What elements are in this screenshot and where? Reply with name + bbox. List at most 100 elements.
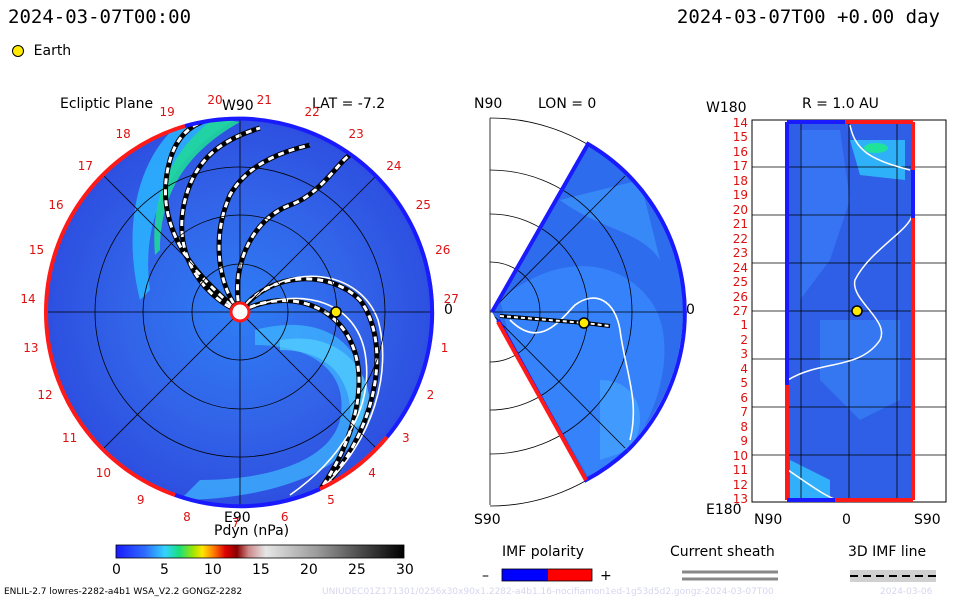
radial-row-label: 16 xyxy=(732,144,748,159)
radial-row-label: 1 xyxy=(740,318,748,333)
imf-polarity-positive xyxy=(548,569,592,581)
carrington-day-label: 1 xyxy=(440,340,449,355)
radial-n90: N90 xyxy=(754,512,783,528)
meridional-s90: S90 xyxy=(474,512,501,528)
earth-legend-label: Earth xyxy=(33,43,72,59)
radial-row-label: 2 xyxy=(740,332,748,347)
carrington-day-label: 22 xyxy=(304,104,320,119)
carrington-day-label: 14 xyxy=(20,291,36,306)
imf-minus: – xyxy=(482,568,489,584)
carrington-day-label: 8 xyxy=(183,510,191,525)
sun-icon xyxy=(229,301,251,323)
ecliptic-w90: W90 xyxy=(222,98,254,114)
colorbar-tick-label: 15 xyxy=(252,562,270,578)
current-sheath-label: Current sheath xyxy=(670,544,775,560)
carrington-day-label: 20 xyxy=(207,93,223,108)
carrington-day-label: 3 xyxy=(402,430,410,445)
carrington-day-label: 13 xyxy=(23,340,39,355)
datetime-right: 2024-03-07T00 +0.00 day xyxy=(676,6,940,28)
run-id: UNIUDEC01Z171301/0256x30x90x1.2282-a4b1.… xyxy=(322,587,774,597)
carrington-day-label: 23 xyxy=(348,126,364,141)
radial-row-label: 7 xyxy=(740,405,748,420)
radial-plot xyxy=(751,119,947,503)
carrington-day-label: 17 xyxy=(77,158,94,173)
carrington-day-label: 15 xyxy=(28,243,45,258)
colorbar-tick-label: 10 xyxy=(204,562,222,578)
meridional-zero: 0 xyxy=(686,302,695,318)
colorbar-tick-label: 0 xyxy=(112,562,121,578)
carrington-day-label: 24 xyxy=(386,158,402,173)
imf-polarity-label: IMF polarity xyxy=(502,544,585,560)
radial-row-label: 15 xyxy=(732,130,748,145)
colorbar-tick-label: 20 xyxy=(300,562,318,578)
model-info: ENLIL-2.7 lowres-2282-a4b1 WSA_V2.2 GONG… xyxy=(4,587,243,597)
radial-row-label: 20 xyxy=(732,202,748,217)
ecliptic-title: Ecliptic Plane xyxy=(60,96,154,112)
radial-w180: W180 xyxy=(706,100,747,116)
imf-line-label: 3D IMF line xyxy=(848,544,927,560)
radial-row-label: 3 xyxy=(740,347,748,362)
radial-row-label: 5 xyxy=(740,376,748,391)
carrington-day-label: 21 xyxy=(256,93,272,108)
meridional-plot xyxy=(489,117,688,507)
radial-row-label: 22 xyxy=(732,231,748,246)
carrington-day-label: 26 xyxy=(435,243,451,258)
carrington-day-label: 12 xyxy=(37,387,53,402)
carrington-day-label: 25 xyxy=(415,198,431,212)
carrington-day-label: 2 xyxy=(426,387,435,402)
radial-row-label: 11 xyxy=(732,463,748,478)
earth-marker-icon xyxy=(851,305,863,317)
earth-marker-icon xyxy=(578,317,590,329)
carrington-day-label: 18 xyxy=(115,126,131,141)
radial-row-label: 18 xyxy=(732,173,748,188)
meridional-lon: LON = 0 xyxy=(538,96,597,112)
carrington-day-label: 10 xyxy=(95,466,111,481)
colorbar-label: Pdyn (nPa) xyxy=(214,523,290,539)
meridional-n90: N90 xyxy=(474,96,503,112)
carrington-day-label: 7 xyxy=(232,516,240,530)
radial-row-label: 14 xyxy=(732,116,748,130)
radial-row-label: 12 xyxy=(732,477,748,492)
radial-s90: S90 xyxy=(914,512,941,528)
carrington-day-label: 27 xyxy=(443,291,459,306)
carrington-day-label: 6 xyxy=(280,510,289,525)
date-tag: 2024-03-06 xyxy=(880,587,933,597)
radial-row-label: 8 xyxy=(740,419,748,434)
radial-row-label: 25 xyxy=(732,275,748,290)
carrington-day-label: 11 xyxy=(61,430,78,445)
radial-row-label: 13 xyxy=(732,492,748,506)
colorbar-tick-label: 5 xyxy=(160,562,169,578)
colorbar-tick-label: 30 xyxy=(396,562,414,578)
radial-row-label: 21 xyxy=(732,217,748,232)
ecliptic-lat: LAT = -7.2 xyxy=(312,96,386,112)
ecliptic-e90: E90 xyxy=(224,510,251,526)
colorbar-tick-label: 25 xyxy=(348,562,366,578)
radial-row-label: 23 xyxy=(732,246,748,261)
imf-plus: + xyxy=(600,568,612,584)
ecliptic-zero: 0 xyxy=(444,302,453,318)
radial-row-label: 17 xyxy=(732,159,748,174)
carrington-day-label: 4 xyxy=(368,466,376,481)
radial-zero: 0 xyxy=(842,512,851,528)
radial-row-label: 26 xyxy=(732,289,748,304)
radial-row-label: 19 xyxy=(732,188,748,203)
radial-row-label: 4 xyxy=(740,361,748,376)
ecliptic-plot xyxy=(43,116,435,509)
carrington-day-label: 5 xyxy=(327,493,335,508)
radial-row-label: 9 xyxy=(740,434,748,449)
carrington-day-label: 16 xyxy=(48,198,64,212)
earth-marker-icon xyxy=(12,44,24,57)
colorbar xyxy=(115,544,405,559)
earth-legend: Earth xyxy=(12,40,71,59)
carrington-day-label: 19 xyxy=(159,104,175,119)
radial-row-label: 24 xyxy=(732,260,748,275)
radial-row-label: 27 xyxy=(732,304,748,318)
radial-e180: E180 xyxy=(706,502,742,518)
carrington-day-label: 9 xyxy=(136,493,145,508)
radial-title: R = 1.0 AU xyxy=(802,96,879,112)
radial-row-label: 10 xyxy=(732,448,748,463)
earth-marker-icon xyxy=(330,306,342,318)
imf-polarity-negative xyxy=(502,569,548,581)
datetime-left: 2024-03-07T00:00 xyxy=(8,6,192,28)
